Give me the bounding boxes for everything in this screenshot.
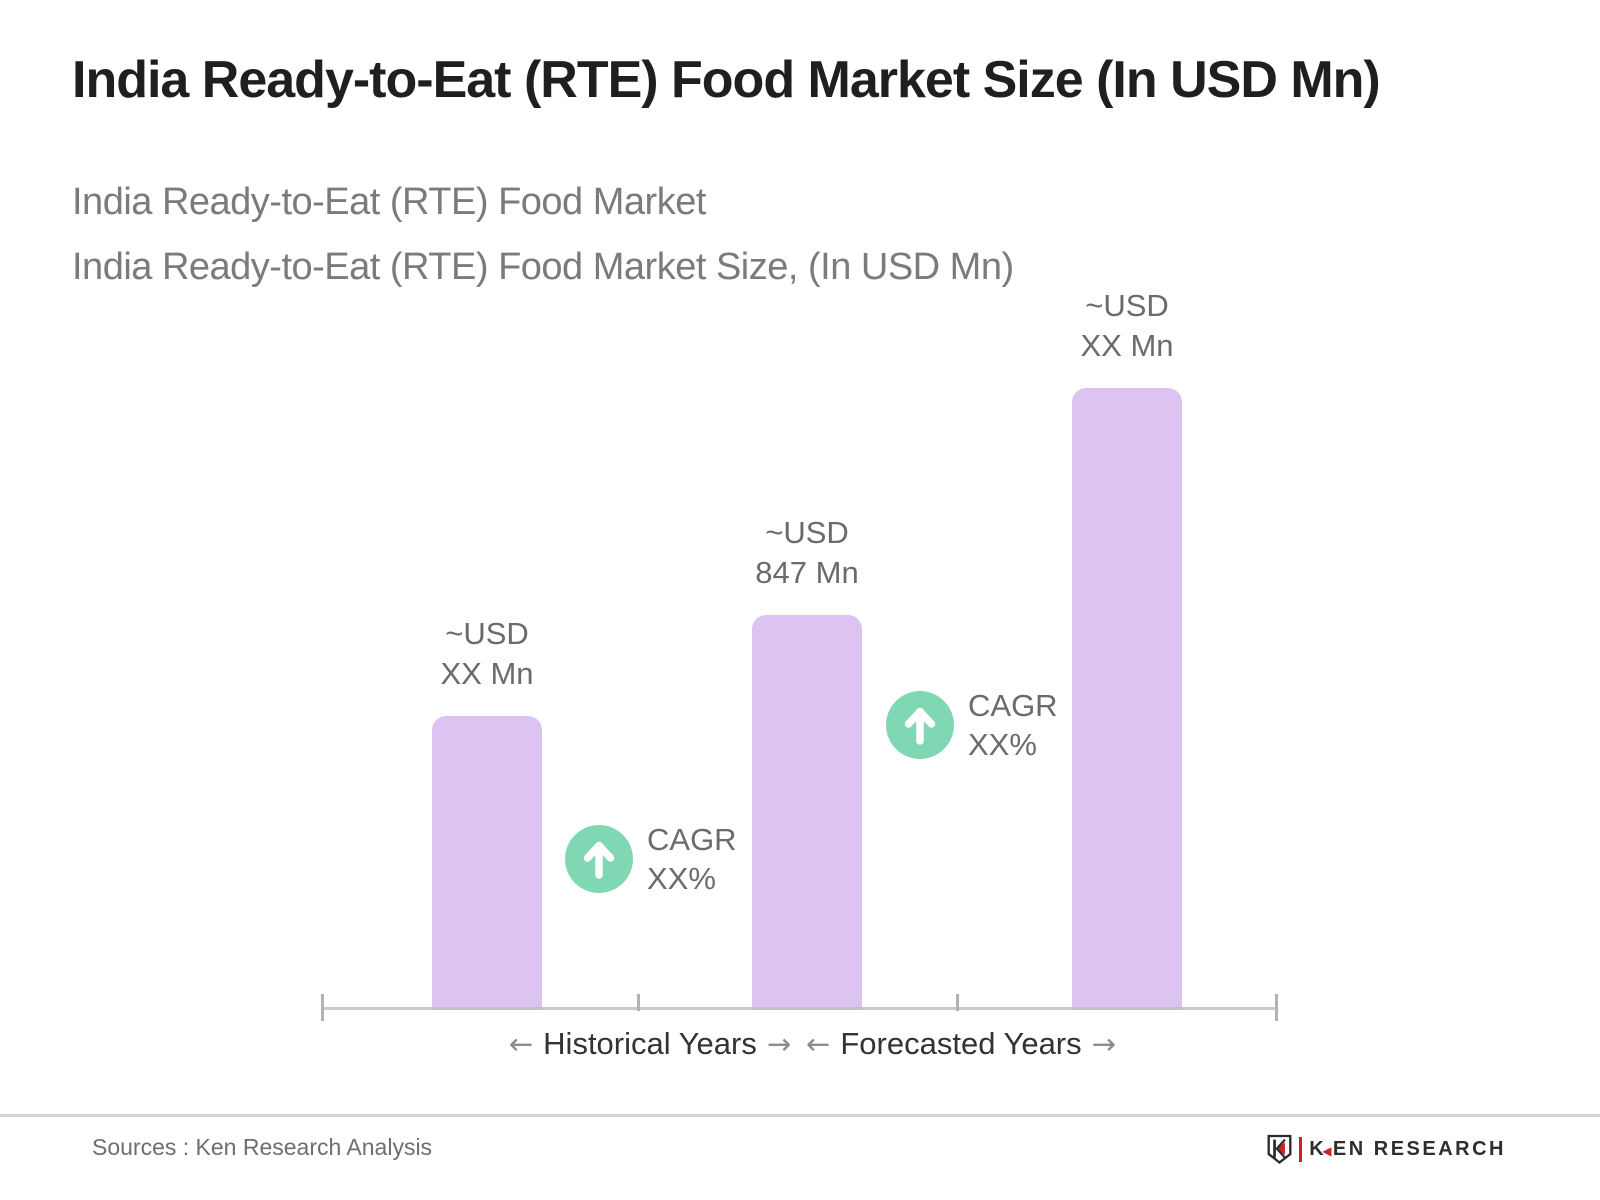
page-title: India Ready-to-Eat (RTE) Food Market Siz… xyxy=(72,51,1381,109)
bar-value-line: ~USD xyxy=(445,616,529,651)
axis-tick xyxy=(637,994,640,1011)
cagr-annotation-1: CAGR XX% xyxy=(564,820,737,898)
cagr-annotation-2: CAGR XX% xyxy=(885,686,1058,764)
subtitle-line-1: India Ready-to-Eat (RTE) Food Market xyxy=(72,181,706,223)
bar-value-label: ~USD XX Mn xyxy=(440,614,533,694)
x-axis-line xyxy=(322,1007,1277,1010)
bar-value-line: ~USD xyxy=(765,515,849,550)
cagr-text: CAGR XX% xyxy=(647,820,737,898)
subtitle-line-2: India Ready-to-Eat (RTE) Food Market Siz… xyxy=(72,246,1014,288)
footer-divider xyxy=(0,1114,1600,1117)
axis-label-forecasted: ← Forecasted Years → xyxy=(806,1026,1116,1061)
axis-tick xyxy=(321,994,324,1021)
left-arrow-icon: ← xyxy=(508,1027,534,1061)
bar-value-label: ~USD 847 Mn xyxy=(755,513,858,593)
logo-separator xyxy=(1299,1136,1303,1162)
bar-forecast xyxy=(1072,388,1182,1010)
up-arrow-circle-icon xyxy=(886,691,954,759)
ken-research-shield-icon xyxy=(1267,1134,1292,1164)
bar-value-line: XX Mn xyxy=(440,656,534,691)
up-arrow-circle-icon xyxy=(565,825,633,893)
cagr-value: XX% xyxy=(968,727,1037,762)
bar-value-line: 847 Mn xyxy=(755,555,859,590)
axis-tick xyxy=(1275,994,1278,1021)
ken-research-logo: K◀EN RESEARCH xyxy=(1266,1132,1506,1166)
cagr-text: CAGR XX% xyxy=(968,686,1058,764)
cagr-label: CAGR xyxy=(968,688,1058,723)
bar-value-line: ~USD xyxy=(1085,288,1169,323)
logo-red-triangle: ◀ xyxy=(1322,1143,1334,1158)
axis-label-historical: ← Historical Years → xyxy=(508,1026,792,1061)
left-arrow-icon: ← xyxy=(806,1027,831,1061)
bar-mid xyxy=(752,615,862,1010)
cagr-value: XX% xyxy=(647,861,716,896)
bar-historical xyxy=(432,716,542,1010)
source-note: Sources : Ken Research Analysis xyxy=(92,1134,433,1160)
bar-value-line: XX Mn xyxy=(1080,328,1174,363)
axis-tick xyxy=(956,994,959,1011)
right-arrow-icon: → xyxy=(766,1027,792,1061)
cagr-label: CAGR xyxy=(647,822,737,857)
bar-value-label: ~USD XX Mn xyxy=(1080,286,1173,366)
logo-wordmark: K◀EN RESEARCH xyxy=(1309,1137,1506,1160)
right-arrow-icon: → xyxy=(1091,1027,1116,1061)
